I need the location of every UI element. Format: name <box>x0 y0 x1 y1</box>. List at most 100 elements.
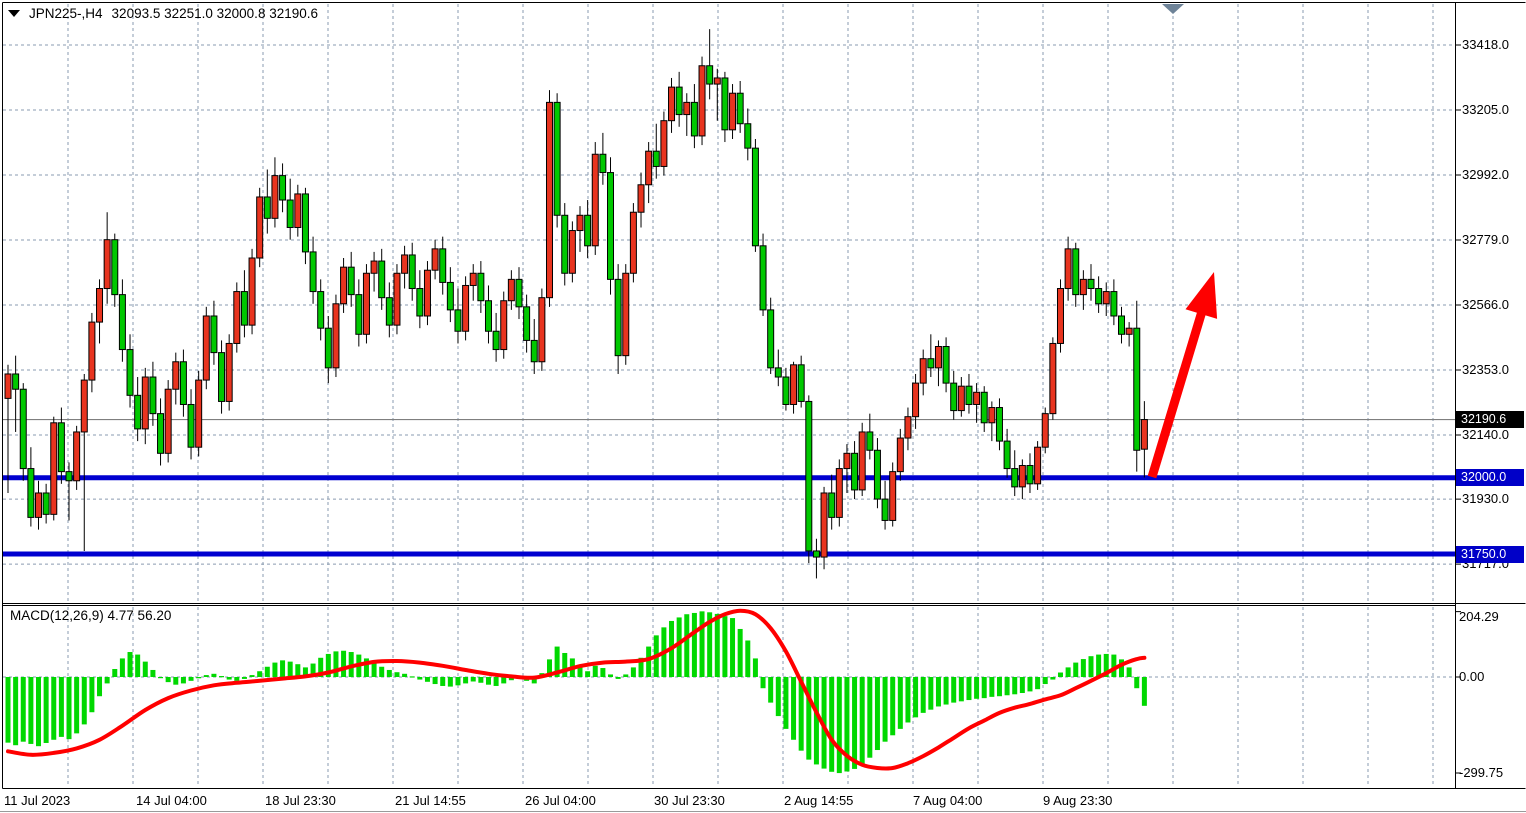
macd-histogram-bar <box>493 677 499 686</box>
candle-body <box>179 361 187 405</box>
candle-body <box>225 342 233 402</box>
candle-body <box>149 376 157 415</box>
candle-body <box>790 364 798 405</box>
macd-histogram-bar <box>5 677 11 743</box>
macd-histogram-bar <box>905 677 911 723</box>
macd-histogram-bar <box>51 677 57 740</box>
candle-body <box>988 407 996 424</box>
candle-body <box>1034 446 1042 485</box>
macd-histogram-bar <box>592 665 598 677</box>
macd-histogram-bar <box>1134 677 1140 689</box>
macd-histogram-bar <box>760 677 766 689</box>
candle-body <box>820 492 828 558</box>
macd-histogram-bar <box>608 674 614 677</box>
candle-body <box>1026 465 1034 485</box>
candle-body <box>774 367 782 378</box>
candle-body <box>995 407 1003 442</box>
macd-histogram-bar <box>333 651 339 677</box>
macd-histogram-bar <box>752 658 758 677</box>
macd-histogram-bar <box>920 677 926 713</box>
candle-body <box>88 321 96 381</box>
macd-histogram-bar <box>386 669 392 677</box>
candle-body <box>530 339 538 363</box>
macd-histogram-bar <box>958 677 964 702</box>
candle-body <box>690 101 698 137</box>
time-axis-label: 11 Jul 2023 <box>4 793 71 808</box>
macd-histogram-bar <box>264 666 270 677</box>
macd-histogram-bar <box>485 677 491 685</box>
candle-body <box>858 431 866 491</box>
candle-body <box>1102 291 1110 305</box>
macd-histogram-bar <box>478 677 484 683</box>
macd-histogram-bar <box>241 677 247 679</box>
macd-histogram-bar <box>935 677 941 707</box>
candle-body <box>622 272 630 357</box>
macd-histogram-bar <box>20 677 26 742</box>
macd-histogram-bar <box>196 677 202 679</box>
candle-body <box>698 65 706 137</box>
candle-body <box>446 281 454 311</box>
candle-body <box>271 175 279 219</box>
macd-histogram-bar <box>737 628 743 677</box>
candle-body <box>324 327 332 369</box>
macd-histogram-bar <box>211 673 217 677</box>
candle-body <box>301 193 309 253</box>
candle-body <box>637 184 645 213</box>
trend-arrow-annotation[interactable] <box>1147 272 1218 479</box>
candle-body <box>523 306 531 341</box>
candle-body <box>1018 465 1026 488</box>
macd-histogram-bar <box>1118 659 1124 677</box>
macd-histogram-bar <box>173 677 179 685</box>
candle-body <box>744 123 752 149</box>
ohlc-readout: 32093.5 32251.0 32000.8 32190.6 <box>111 6 318 21</box>
candle-body <box>19 388 27 470</box>
macd-histogram-bar <box>859 677 865 765</box>
candle-body <box>797 364 805 402</box>
candle-body <box>439 248 447 283</box>
macd-histogram-bar <box>58 677 64 737</box>
macd-histogram-bar <box>158 677 164 679</box>
macd-histogram-bar <box>890 677 896 736</box>
candle-body <box>507 278 515 302</box>
macd-histogram-bar <box>150 669 156 677</box>
macd-histogram-bar <box>1096 654 1102 677</box>
macd-histogram-bar <box>127 652 133 677</box>
candle-body <box>347 266 355 296</box>
macd-histogram-bar <box>409 676 415 678</box>
macd-histogram-bar <box>585 671 591 677</box>
macd-histogram-bar <box>1088 656 1094 677</box>
macd-histogram-bar <box>615 677 621 679</box>
candle-body <box>57 422 65 473</box>
candle-body <box>629 211 637 274</box>
candle-body <box>65 471 73 482</box>
macd-histogram-bar <box>432 677 438 685</box>
macd-histogram-bar <box>341 650 347 677</box>
macd-axis-tick: -299.75 <box>1459 765 1504 780</box>
macd-histogram-bar <box>714 613 720 677</box>
macd-histogram-bar <box>836 677 842 774</box>
macd-histogram-bar <box>974 677 980 699</box>
candle-body <box>828 492 836 518</box>
chart-shift-marker-icon[interactable] <box>1162 4 1184 14</box>
macd-histogram-bar <box>1004 677 1010 696</box>
trend-arrow-shaft <box>1147 306 1208 479</box>
macd-histogram-bar <box>1035 677 1041 690</box>
macd-histogram-bar <box>951 677 957 703</box>
candle-body <box>393 272 401 326</box>
macd-histogram-bar <box>379 666 385 677</box>
macd-histogram-bar <box>996 677 1002 697</box>
macd-histogram-bar <box>791 677 797 740</box>
macd-histogram-bar <box>630 667 636 677</box>
macd-histogram-bar <box>463 677 469 684</box>
macd-histogram-bar <box>249 675 255 677</box>
candle-body <box>683 101 691 116</box>
candle-body <box>73 431 81 482</box>
macd-histogram-bar <box>325 653 331 677</box>
macd-histogram-bar <box>600 668 606 677</box>
macd-histogram-bar <box>66 677 72 740</box>
candle-body <box>50 422 58 515</box>
candle-body <box>1072 248 1080 296</box>
macd-histogram-bar <box>440 677 446 686</box>
